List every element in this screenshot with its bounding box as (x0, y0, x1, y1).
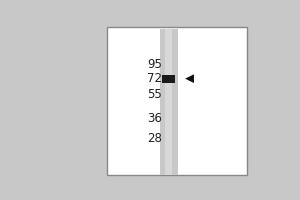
Bar (165, 29, 172, 175)
Text: 55: 55 (147, 88, 162, 101)
Polygon shape (185, 74, 194, 83)
Text: 72: 72 (147, 72, 162, 85)
Text: 28: 28 (147, 132, 162, 145)
Bar (163, 75, 175, 83)
Bar (160, 29, 178, 175)
Text: 95: 95 (147, 58, 162, 71)
FancyBboxPatch shape (107, 27, 247, 175)
Text: 36: 36 (147, 112, 162, 125)
